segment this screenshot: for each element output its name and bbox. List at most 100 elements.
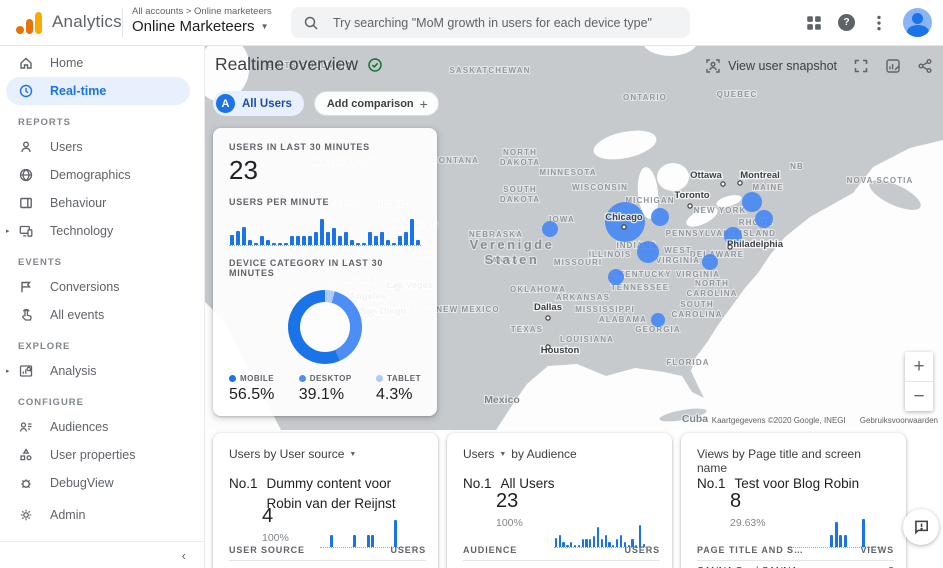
customize-report-icon[interactable] xyxy=(885,58,901,74)
sidebar-section-label: EVENTS xyxy=(18,257,63,268)
chevron-down-icon[interactable]: ▼ xyxy=(499,450,507,458)
chart-bar xyxy=(409,219,415,245)
verified-badge-icon xyxy=(368,57,382,72)
chart-bar xyxy=(307,236,313,245)
map-state-label: SOUTH xyxy=(503,185,537,194)
legend-percent: 39.1% xyxy=(298,386,345,403)
chart-bar xyxy=(295,236,301,245)
help-icon[interactable]: ? xyxy=(838,14,855,31)
sidebar-item-user-properties[interactable]: User properties xyxy=(0,441,204,469)
users-30min-value: 23 xyxy=(229,155,258,185)
sidebar-item-label: Conversions xyxy=(50,280,120,294)
lake-erie xyxy=(686,207,718,227)
sidebar-item-label: Demographics xyxy=(50,168,131,182)
city-marker-dot xyxy=(720,181,726,187)
apps-grid-icon[interactable] xyxy=(805,14,823,32)
plus-icon: + xyxy=(419,95,428,112)
sidebar-item-home[interactable]: Home xyxy=(0,49,204,77)
sidebar-item-technology[interactable]: ▸ Technology xyxy=(0,217,204,245)
lake-ontario xyxy=(716,195,742,207)
metric-value: 8 xyxy=(730,490,742,512)
column-header-left: PAGE TITLE AND S… xyxy=(697,545,804,555)
breadcrumb[interactable]: All accounts > Online marketeers xyxy=(132,6,272,17)
card-title[interactable]: Users ▼ by Audience xyxy=(463,447,662,461)
sidebar-item-real-time[interactable]: Real-time xyxy=(6,77,190,105)
rank-label: No.1 xyxy=(463,476,492,491)
bug-icon xyxy=(18,475,34,491)
chart-bar xyxy=(367,232,373,245)
topbar: Analytics All accounts > Online marketee… xyxy=(0,0,943,46)
chart-bar xyxy=(604,535,607,547)
fullscreen-icon[interactable] xyxy=(853,58,869,74)
sidebar-item-debugview[interactable]: DebugView xyxy=(0,469,204,497)
sidebar-item-all-events[interactable]: All events xyxy=(0,301,204,329)
view-user-snapshot-label: View user snapshot xyxy=(728,59,837,73)
sidebar-item-conversions[interactable]: Conversions xyxy=(0,273,204,301)
chip-avatar: A xyxy=(216,94,235,113)
chevron-down-icon[interactable]: ▼ xyxy=(349,450,357,458)
device-donut-chart xyxy=(288,290,362,364)
sidebar-item-label: Home xyxy=(50,56,84,70)
sidebar-item-users[interactable]: Users xyxy=(0,133,204,161)
user-avatar[interactable] xyxy=(903,8,932,37)
topbar-actions: ? xyxy=(805,0,932,45)
card-users-by-user-source: Users by User source ▼ No.1 Dummy conten… xyxy=(213,433,438,568)
card-title[interactable]: Views by Page title and screen name ▼ xyxy=(697,447,896,475)
shapes-icon xyxy=(18,447,34,463)
chart-bar xyxy=(379,232,385,245)
map-terms-link[interactable]: Gebruiksvoorwaarden xyxy=(859,416,938,425)
zoom-out-button[interactable]: − xyxy=(905,381,933,411)
expand-caret-icon[interactable]: ▸ xyxy=(6,228,10,235)
card-title[interactable]: Users by User source ▼ xyxy=(229,447,428,461)
user-location-bubble xyxy=(651,313,665,327)
chart-bar xyxy=(355,243,361,245)
chart-bar xyxy=(635,545,638,547)
chart-bar xyxy=(229,235,235,245)
top-item-name: All Users xyxy=(500,476,555,491)
feedback-button[interactable] xyxy=(903,509,939,545)
chart-bar xyxy=(600,539,603,547)
expand-caret-icon[interactable]: ▸ xyxy=(6,368,10,375)
search-icon xyxy=(304,16,318,30)
sparkline-chart xyxy=(320,517,412,548)
sidebar-item-audiences[interactable]: Audiences xyxy=(0,413,204,441)
view-user-snapshot-button[interactable]: View user snapshot xyxy=(705,58,837,74)
person-icon xyxy=(18,139,34,155)
home-icon xyxy=(18,55,34,71)
all-users-chip[interactable]: A All Users xyxy=(213,91,304,116)
sidebar-item-admin[interactable]: Admin xyxy=(0,501,204,529)
realtime-kpi-card: USERS IN LAST 30 MINUTES 23 USERS PER MI… xyxy=(213,128,437,416)
legend-dot-icon xyxy=(298,375,306,382)
sidebar-item-behaviour[interactable]: Behaviour xyxy=(0,189,204,217)
chart-bar xyxy=(415,240,421,245)
map-attribution: Kaartgegevens ©2020 Google, INEGI Gebrui… xyxy=(712,416,938,425)
kebab-menu-icon[interactable] xyxy=(870,14,888,32)
column-headers: AUDIENCE USERS xyxy=(463,537,660,561)
comparison-chips: A All Users Add comparison + xyxy=(213,91,439,116)
map-state-label: KENTUCKY xyxy=(618,270,671,279)
search-bar[interactable] xyxy=(291,7,690,38)
map-state-label: ILLINOIS xyxy=(589,250,632,259)
chart-bar xyxy=(577,545,580,547)
table-row[interactable]: SANNA S… | SANNA… 8 xyxy=(697,565,894,568)
chart-bar xyxy=(394,520,398,547)
sparkline-chart xyxy=(788,517,880,548)
chart-bar xyxy=(839,535,843,547)
sidebar-item-analysis[interactable]: ▸ Analysis xyxy=(0,357,204,385)
sidebar-item-demographics[interactable]: Demographics xyxy=(0,161,204,189)
analytics-logo[interactable]: Analytics xyxy=(14,9,122,35)
map-state-label: NEBRASKA xyxy=(469,230,523,239)
share-icon[interactable] xyxy=(917,58,933,74)
chart-bar xyxy=(289,236,295,245)
chart-bar xyxy=(593,536,596,547)
zoom-in-button[interactable]: + xyxy=(913,355,925,377)
account-switcher[interactable]: Online Marketeers ▼ xyxy=(132,18,268,35)
chart-bar xyxy=(639,525,642,547)
add-comparison-chip[interactable]: Add comparison + xyxy=(313,91,439,116)
chart-bar xyxy=(554,538,558,547)
map-state-label: DAKOTA xyxy=(500,158,540,167)
card-title-suffix: by Audience xyxy=(511,447,577,461)
sidebar-collapse[interactable]: ‹ xyxy=(0,541,204,568)
search-input[interactable] xyxy=(331,14,678,31)
